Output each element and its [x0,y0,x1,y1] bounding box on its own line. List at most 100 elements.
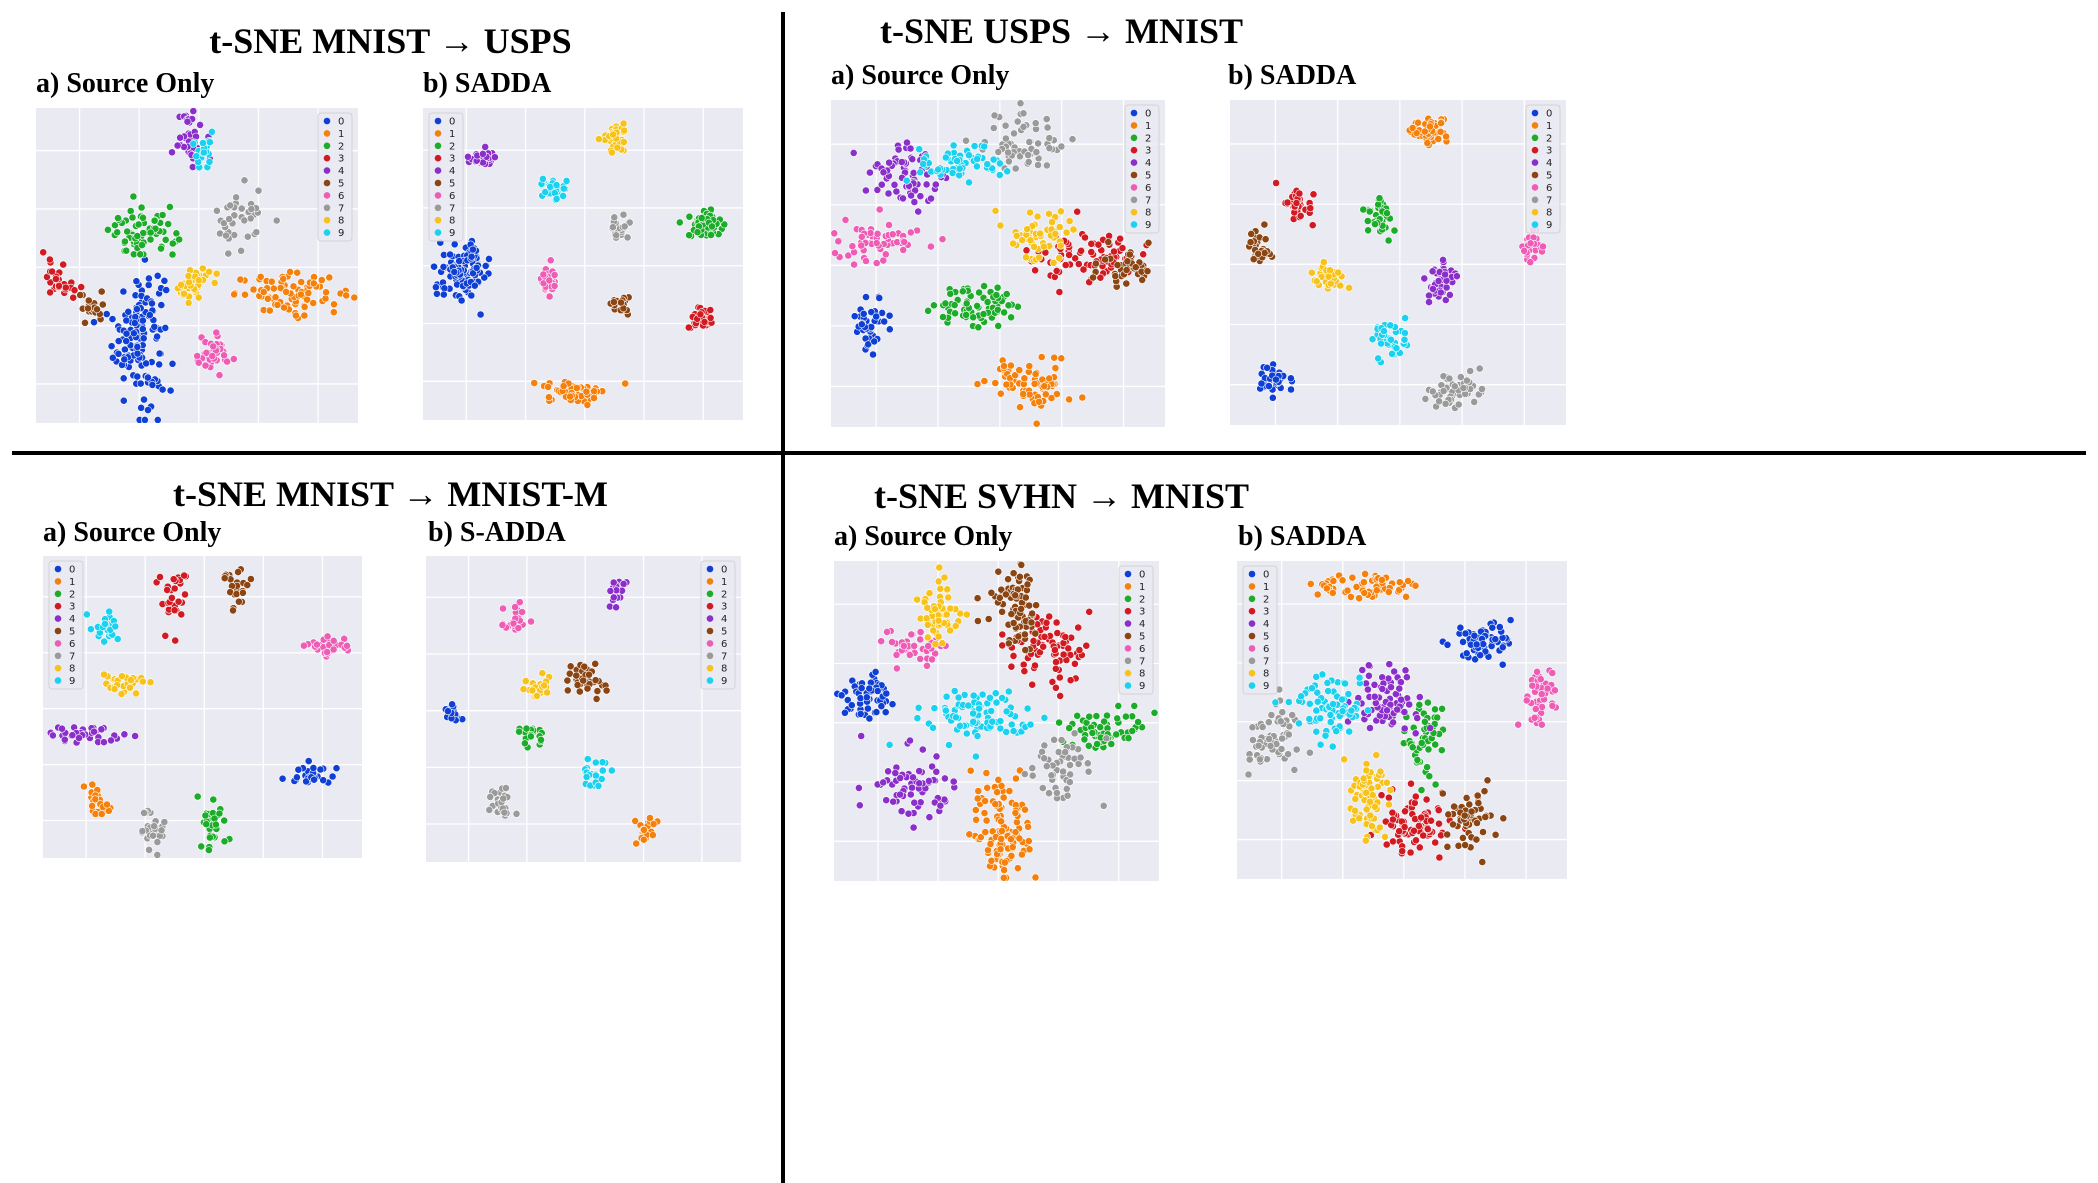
legend-label-3: 3 [1139,607,1145,618]
cluster-class-1 [1306,569,1420,603]
legend-marker-5 [1248,632,1256,640]
legend-label-4: 4 [1546,158,1552,169]
point-class-8 [1055,223,1064,231]
point-class-4 [48,731,57,740]
point-class-3 [1052,658,1060,666]
point-class-1 [1436,127,1445,136]
point-class-6 [208,352,217,360]
legend-marker-8 [323,216,331,224]
point-class-6 [1550,686,1559,695]
point-class-4 [899,194,907,203]
cluster-class-6 [1514,666,1560,729]
point-class-1 [1008,843,1017,851]
legend-marker-8 [434,216,442,224]
point-class-2 [146,235,155,244]
point-class-6 [877,637,886,646]
point-class-2 [994,321,1003,330]
point-class-5 [1247,229,1256,238]
legend-marker-7 [1248,657,1256,665]
point-class-8 [1382,778,1391,787]
point-class-5 [1458,833,1467,842]
point-class-6 [1531,705,1540,713]
legend-marker-3 [1531,146,1539,154]
point-class-9 [1332,727,1341,736]
point-class-6 [900,238,909,246]
point-class-7 [1057,142,1066,151]
point-class-8 [1312,277,1321,286]
point-class-9 [1345,727,1354,736]
point-class-9 [83,610,91,619]
point-class-0 [840,708,849,717]
legend-label-7: 7 [69,651,75,662]
point-class-7 [1306,748,1314,757]
cluster-class-3 [39,248,86,302]
point-class-1 [280,303,288,312]
point-class-7 [1102,734,1111,743]
point-class-1 [1000,866,1008,874]
point-class-2 [515,727,523,736]
point-class-1 [1051,364,1060,372]
point-class-1 [1031,370,1040,378]
point-class-4 [1426,724,1435,732]
point-class-1 [309,299,318,307]
point-class-1 [566,392,574,401]
point-class-0 [450,267,459,276]
point-class-9 [113,635,122,643]
point-class-1 [1328,588,1337,597]
point-class-6 [875,205,884,214]
legend-marker-1 [706,578,714,585]
point-class-2 [168,239,177,248]
point-class-0 [142,359,150,368]
legend-marker-3 [1130,146,1138,154]
point-class-8 [951,622,960,630]
point-class-7 [1290,765,1299,774]
point-class-9 [1271,698,1280,707]
point-class-9 [970,142,979,150]
legend-marker-6 [706,640,714,647]
point-class-7 [1435,397,1443,406]
point-class-5 [1462,793,1471,802]
point-class-2 [220,837,229,846]
point-class-1 [994,775,1003,784]
point-class-9 [969,691,978,700]
point-class-8 [938,639,947,648]
cluster-class-7 [212,176,281,258]
point-class-8 [132,689,140,698]
point-class-2 [1390,226,1399,235]
scatter-svg: 012 34 567 89 [43,556,362,858]
point-class-9 [985,693,994,702]
point-class-7 [1004,148,1012,157]
point-class-6 [906,228,915,237]
point-class-7 [1016,100,1025,108]
legend-label-1: 1 [1139,582,1145,593]
point-class-9 [562,177,571,185]
point-class-3 [171,636,180,645]
legend-label-2: 2 [1139,594,1145,605]
point-class-8 [946,626,954,635]
point-class-0 [877,702,886,711]
point-class-9 [1338,707,1347,716]
point-class-4 [949,777,958,786]
point-class-0 [469,245,477,254]
point-class-1 [1372,586,1381,595]
panel-label: b) SADDA [1238,521,1367,552]
cluster-class-3 [152,571,190,645]
point-class-2 [1423,763,1431,772]
legend-marker-3 [706,602,714,610]
point-class-3 [1423,825,1432,833]
point-class-9 [945,741,953,749]
point-class-8 [929,626,938,635]
point-class-0 [1491,635,1500,644]
legend-label-1: 1 [1145,121,1151,132]
point-class-1 [1015,366,1024,374]
point-class-6 [509,619,518,628]
point-class-4 [176,133,184,142]
point-class-7 [1025,138,1034,146]
point-class-0 [119,287,128,296]
cluster-class-8 [1307,257,1353,293]
point-class-5 [1491,830,1500,839]
point-class-9 [607,766,616,775]
scatter-svg: 012 34 567 89 [834,561,1159,881]
cluster-class-2 [515,724,546,752]
